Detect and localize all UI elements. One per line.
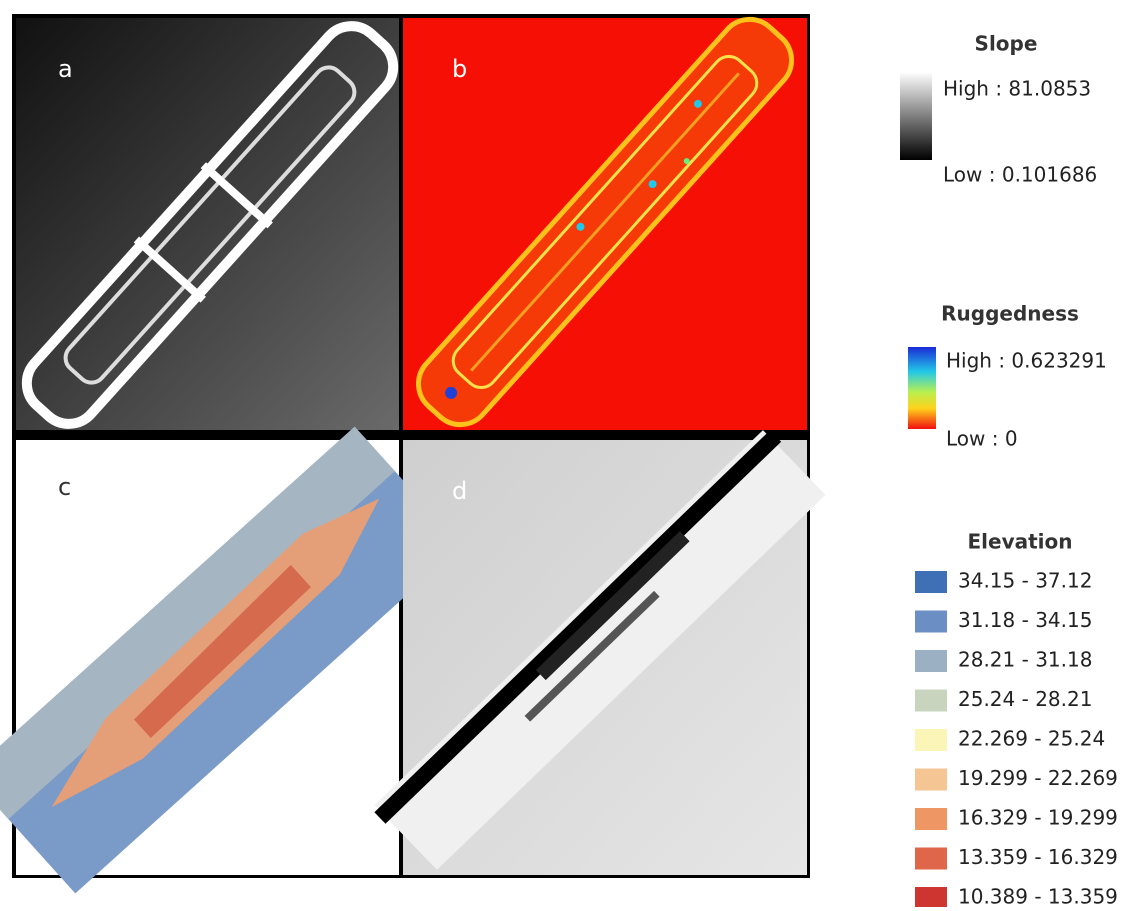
legend-title: Elevation (967, 530, 1072, 554)
legend-label: 25.24 - 28.21 (958, 687, 1092, 711)
elevation-legend: 34.15 - 37.12 31.18 - 34.15 28.21 - 31.18 2… (915, 569, 1118, 908)
legend-label: 31.18 - 34.15 (958, 608, 1092, 632)
panel-letter: a (58, 55, 73, 83)
legend-ramp (900, 72, 932, 160)
legend-label: High : 0.623291 (946, 349, 1107, 373)
legend-swatch (915, 690, 947, 712)
legend-title: Slope (975, 32, 1038, 56)
panel-d: d (371, 427, 829, 875)
legend-swatch (915, 650, 947, 672)
legend-swatch (915, 611, 947, 633)
legend-label: 34.15 - 37.12 (958, 569, 1092, 593)
legend-label: Low : 0.101686 (943, 163, 1097, 187)
legend-label: 28.21 - 31.18 (958, 648, 1092, 672)
panel-letter: b (452, 55, 467, 83)
legend-swatch (915, 729, 947, 751)
legend-label: 22.269 - 25.24 (958, 727, 1105, 751)
legend-swatch (915, 848, 947, 870)
legend-ramp (908, 347, 936, 429)
legend-label: Low : 0 (946, 427, 1018, 451)
legend-swatch (915, 571, 947, 593)
panel-b: b (403, 7, 807, 437)
legend-label: 13.359 - 16.329 (958, 845, 1118, 869)
figure: a b c d (0, 0, 1138, 907)
legend-label: High : 81.0853 (943, 77, 1091, 101)
legend-label: 16.329 - 19.299 (958, 806, 1118, 830)
panel-a: a (9, 9, 410, 441)
legend-label: 19.299 - 22.269 (958, 766, 1118, 790)
legend-label: 10.389 - 13.359 (958, 885, 1118, 908)
legend-swatch (915, 808, 947, 830)
legend-title: Ruggedness (941, 302, 1079, 326)
legend-swatch (915, 887, 947, 907)
legend-swatch (915, 769, 947, 791)
panel-letter: d (452, 477, 467, 505)
panel-letter: c (58, 473, 71, 501)
